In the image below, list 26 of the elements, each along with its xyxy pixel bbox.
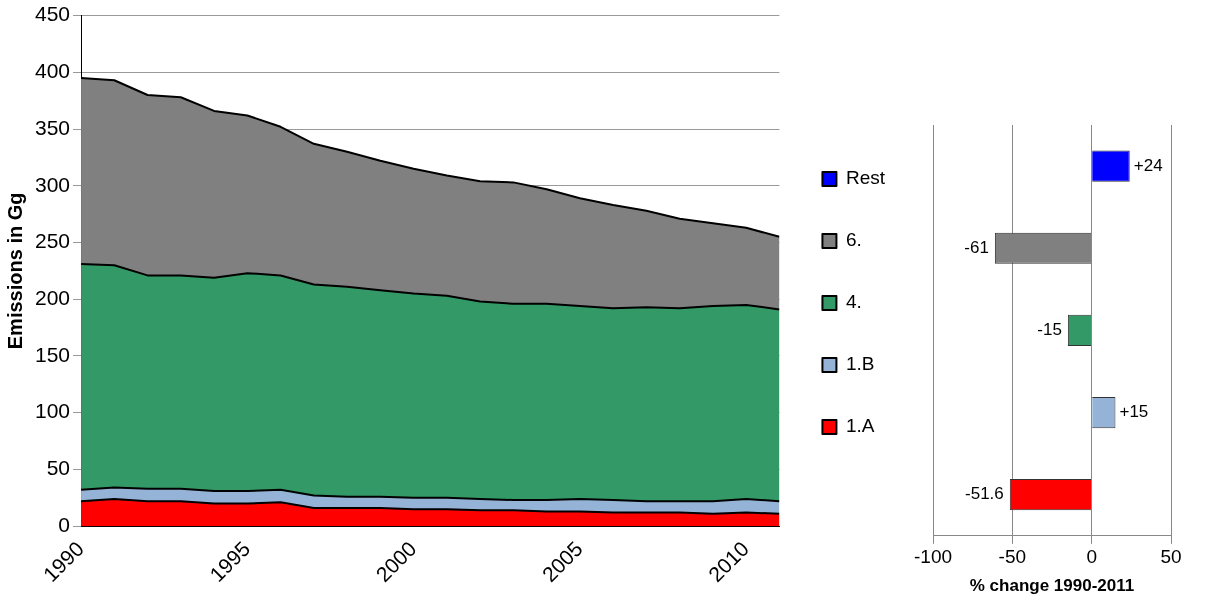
legend-label: 1.B (845, 353, 875, 375)
y-tick-label: 100 (34, 399, 71, 423)
data-label: -61 (964, 237, 989, 257)
legend-label: 1.A (845, 415, 875, 437)
y-tick-label: 400 (34, 59, 71, 83)
data-label: +24 (1133, 155, 1163, 175)
x-tick-label: 50 (1160, 546, 1182, 568)
y-tick-label: 150 (34, 342, 71, 366)
x-axis-title: % change 1990-2011 (969, 576, 1135, 596)
y-tick-label: 300 (34, 172, 71, 196)
data-label: +15 (1119, 402, 1149, 422)
y-tick-label: 200 (34, 286, 71, 310)
x-tick-label: 0 (1086, 546, 1097, 568)
y-tick-label: 0 (58, 512, 71, 536)
data-label: -51.6 (965, 484, 1004, 504)
x-tick-label: -100 (913, 546, 953, 568)
y-tick-label: 450 (34, 2, 71, 26)
y-axis-title: Emissions in Gg (3, 192, 26, 350)
x-tick-label: -50 (998, 546, 1027, 568)
data-label: -15 (1037, 320, 1062, 340)
legend-label: Rest (845, 167, 886, 189)
y-tick-label: 50 (46, 456, 71, 480)
legend-label: 4. (845, 291, 862, 313)
legend-label: 6. (845, 229, 862, 251)
y-tick-label: 350 (34, 115, 71, 139)
y-tick-label: 250 (34, 229, 71, 253)
